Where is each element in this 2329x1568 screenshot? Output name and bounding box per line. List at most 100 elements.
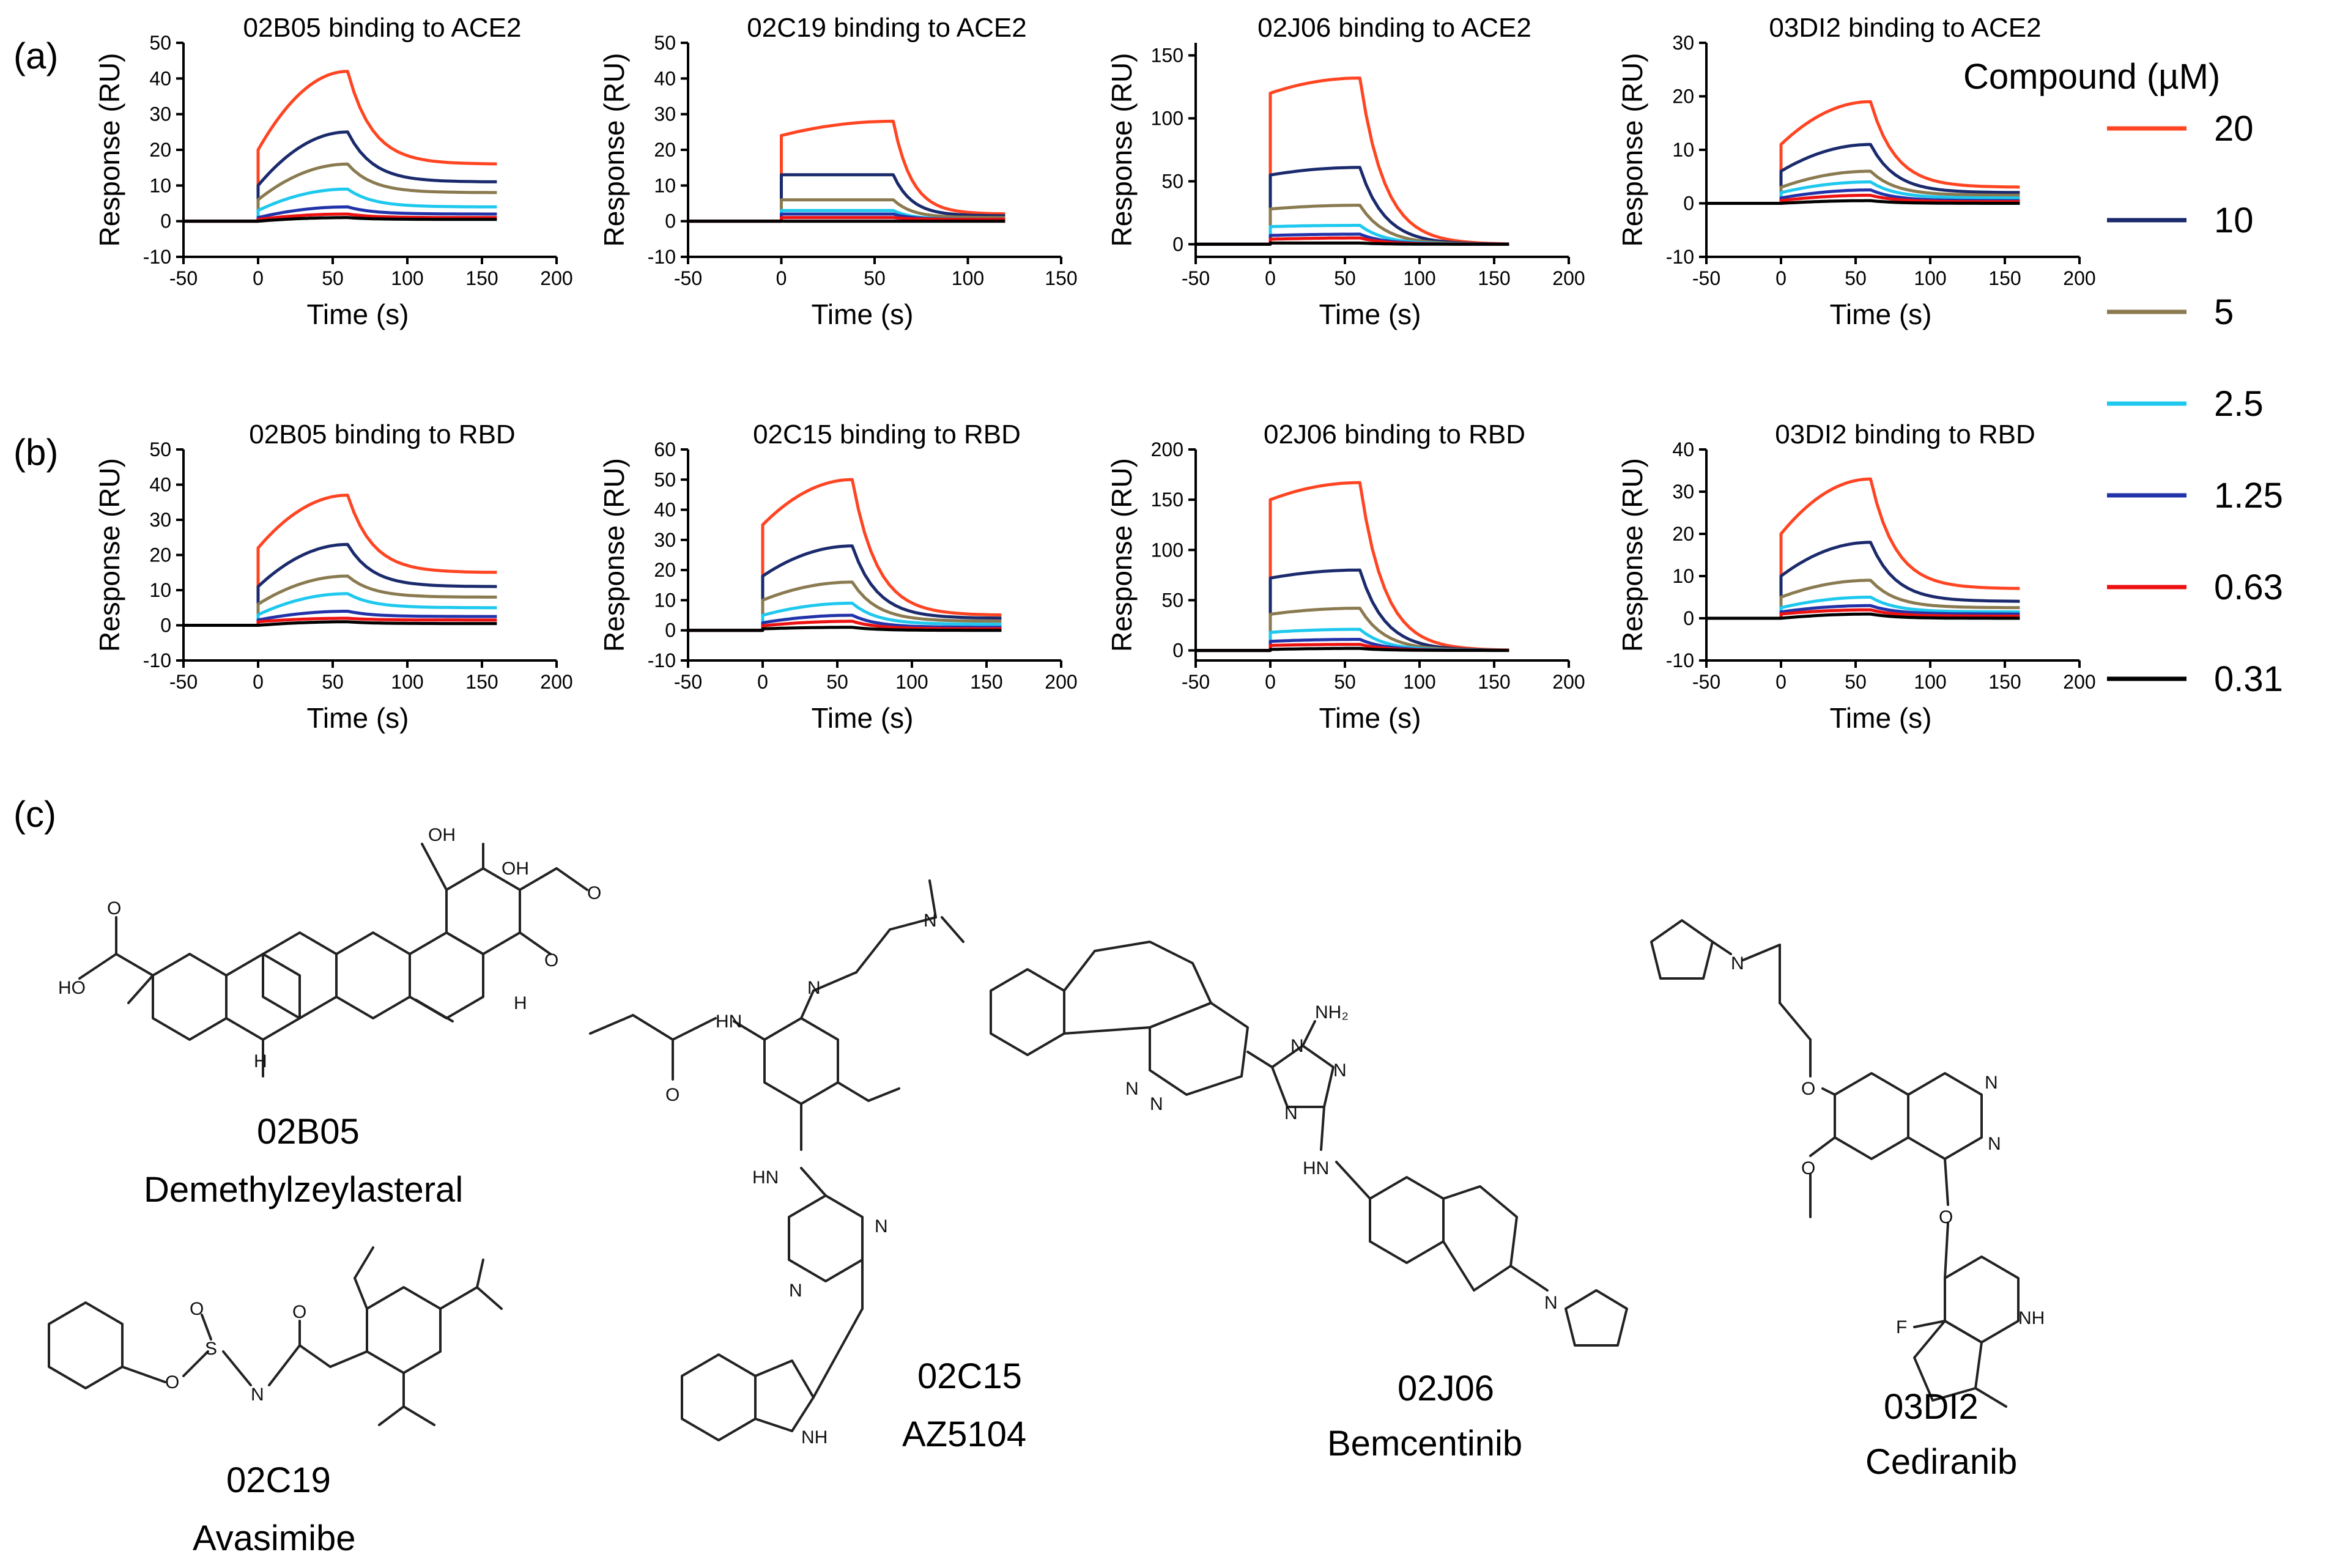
bond (1913, 1320, 1946, 1328)
x-tick-label: 200 (1045, 671, 1077, 693)
series-line-20 (1706, 477, 2020, 620)
series-line-1-25 (183, 610, 497, 627)
atom-o: O (107, 898, 121, 919)
series-line-2-5 (1706, 180, 2020, 205)
bond (121, 1366, 166, 1383)
ring (1063, 941, 1212, 1035)
chart-title: 02C15 binding to RBD (753, 420, 1021, 449)
bond (672, 1017, 717, 1041)
compound-name: Demethylzeylasteral (144, 1170, 463, 1210)
panel-label-c: (c) (13, 794, 56, 835)
x-tick-label: 0 (776, 267, 787, 289)
x-axis-label: Time (s) (1830, 298, 1932, 330)
atom-hn: HN (752, 1167, 779, 1188)
x-tick-label: 200 (2063, 671, 2095, 693)
ring (1149, 1002, 1249, 1096)
x-axis-label: Time (s) (1830, 702, 1932, 734)
compound-name: Avasimibe (193, 1518, 356, 1558)
series-line-10 (1706, 541, 2020, 620)
atom-o: O (587, 883, 601, 903)
chart-03di2-ace2: 03DI2 binding to ACE2 -50 0 50 100 150 200 -10 0… (1616, 13, 2096, 330)
bond (415, 999, 454, 1023)
panel-label-a: (a) (13, 35, 58, 76)
bond (812, 971, 857, 992)
x-tick-label: 50 (1334, 267, 1356, 289)
x-tick-label: 200 (1552, 267, 1585, 289)
series-line-20 (1706, 100, 2020, 205)
ring (1442, 1185, 1518, 1292)
atom-h: H (254, 1051, 267, 1071)
legend-label-0-31: 0.31 (2214, 659, 2283, 699)
bond (402, 1405, 435, 1426)
y-tick-label: 10 (1672, 139, 1694, 161)
x-tick-label: 100 (952, 267, 984, 289)
y-axis-label: Response (RU) (1106, 53, 1138, 247)
bond (1742, 944, 1781, 961)
structure-02c15: HN O N N HN N N NH 02C15 AZ5104 (589, 879, 1026, 1454)
atom-nh: NH (2018, 1308, 2045, 1328)
atom-n: N (1544, 1293, 1558, 1313)
series-line-20 (688, 478, 1002, 632)
y-tick-label: 40 (149, 67, 171, 89)
series-line-5 (688, 198, 1005, 223)
bond (354, 1277, 368, 1310)
y-axis-label: Response (RU) (1616, 53, 1648, 247)
x-tick-label: 50 (1334, 671, 1356, 693)
atom-h: H (514, 993, 527, 1013)
y-tick-label: 100 (1151, 108, 1183, 130)
compound-name: Cediranib (1865, 1442, 2017, 1482)
series-line-0-31 (183, 620, 497, 627)
chart-02b05-ace2: 02B05 binding to ACE2 -50 0 50 100 150 200 -10 0… (94, 13, 573, 330)
y-tick-label: 20 (654, 559, 676, 581)
atom-n: N (1985, 1073, 1998, 1093)
series-line-5 (1706, 579, 2020, 620)
x-axis-label: Time (s) (307, 702, 409, 734)
atom-n: N (251, 1385, 264, 1405)
bond (855, 928, 891, 974)
atom-n: N (875, 1216, 888, 1237)
y-tick-label: 20 (1672, 86, 1694, 108)
legend-label-2-5: 2.5 (2214, 384, 2264, 424)
ring (335, 931, 411, 1019)
series-line-1-25 (688, 613, 1002, 632)
chart-title: 02B05 binding to RBD (249, 420, 515, 449)
y-tick-label: 0 (160, 210, 171, 232)
x-tick-label: 50 (322, 671, 344, 693)
atom-n: N (807, 978, 821, 998)
bond (941, 916, 965, 943)
x-tick-label: 200 (540, 671, 572, 693)
chart-title: 02J06 binding to RBD (1264, 420, 1525, 449)
series-line-5 (688, 580, 1002, 632)
structure-03di2: N O O N N O F NH 03DI2 Cediranib (1650, 919, 2045, 1482)
legend-label-20: 20 (2214, 109, 2254, 149)
ring (788, 1194, 864, 1282)
ring (409, 931, 484, 1019)
y-tick-label: 50 (1161, 170, 1183, 192)
chart-02c19-ace2: 02C19 binding to ACE2 -50 0 50 100 150 -10 0 10 2… (598, 13, 1078, 330)
series-line-0-31 (1706, 199, 2020, 205)
y-tick-label: 30 (1672, 32, 1694, 54)
series-line-0-63 (183, 212, 497, 223)
atom-n: N (924, 911, 937, 931)
y-axis-label: Response (RU) (94, 458, 125, 652)
series-line-5 (183, 574, 497, 627)
bond (115, 953, 154, 977)
series-line-0-31 (1196, 646, 1509, 653)
bond (1711, 941, 1732, 955)
y-tick-label: 60 (654, 438, 676, 460)
compound-code: 02C19 (226, 1460, 331, 1500)
chart-title: 02B05 binding to ACE2 (243, 13, 521, 43)
bond (519, 867, 558, 891)
atom-o: O (1801, 1079, 1815, 1099)
x-tick-label: 100 (391, 267, 423, 289)
atom-n: N (1988, 1134, 2001, 1154)
y-tick-label: -10 (143, 649, 171, 671)
y-tick-label: 30 (149, 509, 171, 531)
atom-o: O (1801, 1158, 1815, 1178)
y-tick-label: 150 (1151, 489, 1183, 511)
compound-code: 02J06 (1398, 1369, 1494, 1408)
chart-title: 02C19 binding to ACE2 (747, 13, 1026, 43)
bond (476, 1259, 484, 1289)
bond (867, 1087, 900, 1102)
